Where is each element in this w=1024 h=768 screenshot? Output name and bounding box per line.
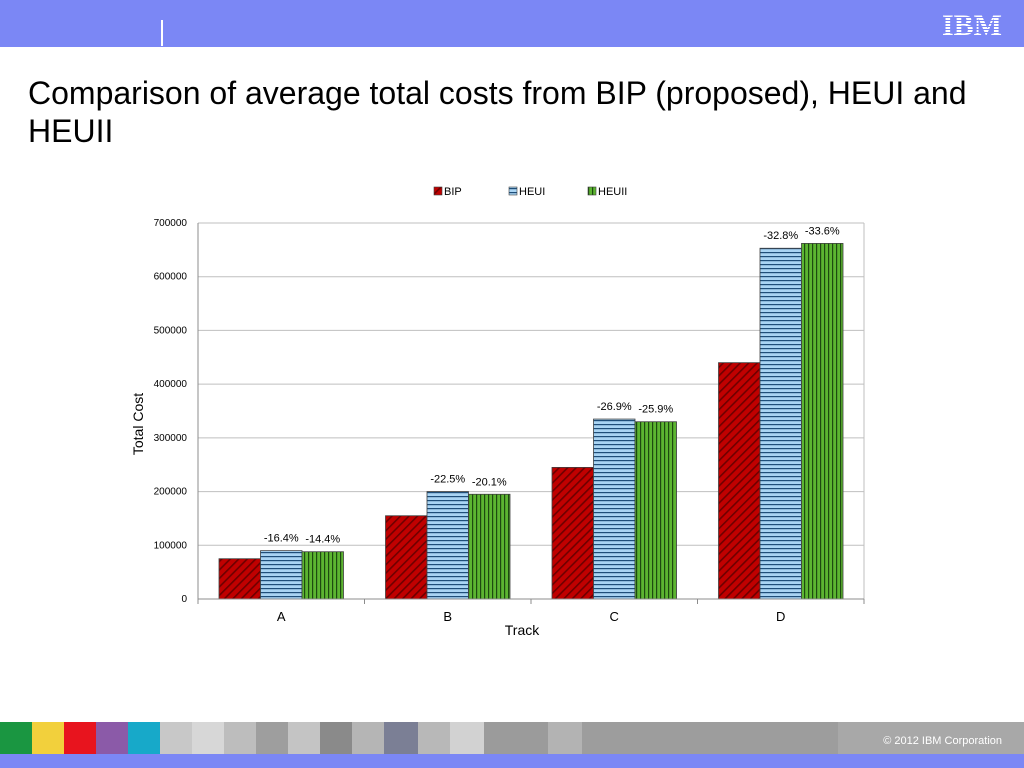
header-divider <box>161 20 163 46</box>
footer-tile <box>484 722 548 754</box>
footer-tile <box>224 722 256 754</box>
footer-tile <box>352 722 384 754</box>
footer-tile <box>548 722 582 754</box>
bar-heui-c <box>593 418 636 600</box>
footer-strip <box>0 722 1024 754</box>
y-tick-label: 400000 <box>154 379 188 390</box>
x-tick-label: A <box>277 609 286 624</box>
x-tick-label: C <box>610 609 619 624</box>
y-tick-label: 700000 <box>154 218 188 229</box>
data-label: -16.4% <box>264 533 299 545</box>
footer-tile <box>32 722 64 754</box>
footer-tile <box>160 722 192 754</box>
footer-tile <box>128 722 160 754</box>
data-label: -14.4% <box>305 534 340 546</box>
chart-bars: -16.4% -14.4% -22.5% -20.1% -26.9% -25.9% -32.… <box>218 225 844 600</box>
y-tick-label: 300000 <box>154 433 188 444</box>
y-tick-label: 0 <box>181 594 187 605</box>
data-label: -33.6% <box>805 225 840 237</box>
slide-title: Comparison of average total costs from B… <box>28 75 967 149</box>
data-label: -22.5% <box>430 474 465 486</box>
footer-bar <box>0 754 1024 768</box>
footer-tile <box>192 722 224 754</box>
data-label: -32.8% <box>763 230 798 242</box>
legend-swatch-bip <box>433 186 443 196</box>
footer-tile <box>838 722 1024 754</box>
x-axis-label: Track <box>505 622 540 638</box>
y-tick-label: 200000 <box>154 487 188 498</box>
footer-tile <box>418 722 450 754</box>
bar-heui-d <box>759 247 802 600</box>
legend-label-bip: BIP <box>444 186 462 198</box>
bar-bip-d <box>718 362 761 600</box>
bar-heuii-b <box>468 493 511 600</box>
y-tick-label: 500000 <box>154 325 188 336</box>
footer-tile <box>0 722 32 754</box>
y-axis-label: Total Cost <box>130 393 146 455</box>
bar-bip-b <box>385 515 428 600</box>
copyright-text: © 2012 IBM Corporation <box>883 735 1002 747</box>
footer-tile <box>320 722 352 754</box>
data-label: -20.1% <box>472 476 507 488</box>
footer-tile <box>450 722 484 754</box>
chart-grid <box>198 222 865 599</box>
ibm-logo: IBM <box>942 9 1002 40</box>
chart-axes: 0 100000 200000 300000 400000 500000 600000 700… <box>154 218 865 624</box>
x-tick-label: D <box>776 609 785 624</box>
legend-label-heuii: HEUII <box>598 186 627 198</box>
bar-heuii-c <box>634 421 677 600</box>
y-tick-label: 600000 <box>154 272 188 283</box>
legend-label-heui: HEUI <box>519 186 545 198</box>
header-bar: IBM <box>0 0 1024 47</box>
footer-tile <box>582 722 838 754</box>
x-tick-label: B <box>443 609 452 624</box>
chart-legend: BIP HEUI HEUII <box>433 186 627 198</box>
footer-tile <box>256 722 288 754</box>
bar-chart: BIP HEUI HEUII -16.4% -14.4% -22.5% -20.1% -26… <box>130 186 865 638</box>
bar-bip-a <box>218 558 261 600</box>
y-tick-label: 100000 <box>154 540 188 551</box>
bar-heui-a <box>260 550 303 600</box>
legend-swatch-heui <box>508 186 518 196</box>
footer-tile <box>64 722 96 754</box>
data-label: -25.9% <box>638 404 673 416</box>
svg-text:IBM: IBM <box>942 9 1002 40</box>
bar-heuii-d <box>801 243 844 600</box>
footer-tile <box>288 722 320 754</box>
legend-swatch-heuii <box>587 186 597 196</box>
data-label: -26.9% <box>597 401 632 413</box>
footer-tile <box>96 722 128 754</box>
bar-bip-c <box>551 466 594 600</box>
bar-heui-b <box>426 491 469 600</box>
footer-tile <box>384 722 418 754</box>
bar-heuii-a <box>301 551 344 600</box>
